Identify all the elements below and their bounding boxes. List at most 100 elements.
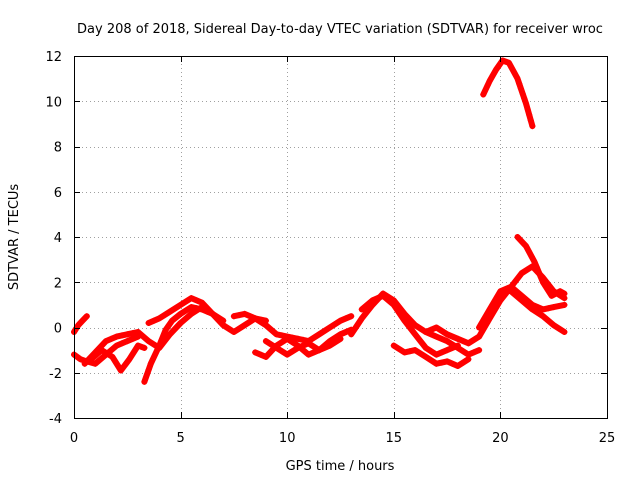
data-point-marker <box>177 301 184 308</box>
data-point-marker <box>511 70 518 77</box>
data-point-marker <box>433 324 440 331</box>
data-point-marker <box>444 338 451 345</box>
data-point-marker <box>174 323 180 330</box>
y-tick-label: 8 <box>54 141 62 156</box>
data-point-marker <box>310 343 317 350</box>
data-point-marker <box>326 338 333 345</box>
data-point-marker <box>438 359 445 366</box>
data-point-marker <box>540 313 546 320</box>
data-point-marker <box>236 325 243 332</box>
data-point-marker <box>140 333 147 340</box>
data-point-marker <box>252 349 259 356</box>
data-point-marker <box>160 332 167 338</box>
data-point-marker <box>408 326 415 333</box>
data-series <box>71 57 568 385</box>
data-point-marker <box>517 85 524 92</box>
data-point-marker <box>519 90 526 97</box>
series-line <box>145 295 269 335</box>
data-point-marker <box>300 347 307 354</box>
data-point-marker <box>95 345 102 352</box>
data-point-marker <box>401 317 408 324</box>
data-point-marker <box>77 356 84 363</box>
data-point-marker <box>438 327 445 334</box>
y-tick-label: 2 <box>54 276 62 291</box>
data-point-marker <box>550 304 557 311</box>
data-point-marker <box>351 326 358 332</box>
data-point-marker <box>337 317 344 324</box>
data-point-marker <box>385 297 392 304</box>
data-point-marker <box>518 297 525 304</box>
data-point-marker <box>540 279 546 286</box>
data-point-marker <box>405 322 411 329</box>
data-point-marker <box>444 358 451 365</box>
data-point-marker <box>209 310 216 317</box>
data-point-marker <box>141 378 148 385</box>
data-point-marker <box>556 325 562 332</box>
data-point-marker <box>355 320 362 327</box>
data-point-marker <box>152 351 158 358</box>
data-point-marker <box>165 322 172 329</box>
data-point-marker <box>460 348 467 355</box>
data-point-marker <box>516 80 523 87</box>
x-tick-label: 0 <box>70 431 78 446</box>
data-point-marker <box>112 358 119 365</box>
data-point-marker <box>484 82 491 89</box>
data-point-marker <box>492 297 499 304</box>
data-point-marker <box>486 306 493 313</box>
data-point-marker <box>428 348 435 355</box>
data-point-marker <box>422 329 429 335</box>
data-point-marker <box>364 301 371 308</box>
y-tick-label: 4 <box>54 231 62 246</box>
data-point-marker <box>493 66 500 73</box>
data-point-marker <box>149 356 156 363</box>
data-point-marker <box>433 360 440 367</box>
data-point-marker <box>518 238 525 245</box>
data-point-marker <box>529 306 536 313</box>
data-point-marker <box>108 347 115 354</box>
data-point-marker <box>556 303 562 309</box>
data-point-marker <box>169 317 176 324</box>
data-point-marker <box>394 307 401 314</box>
data-point-marker <box>122 361 129 368</box>
data-point-marker <box>548 292 555 299</box>
data-point-marker <box>470 349 477 356</box>
data-point-marker <box>104 350 110 357</box>
data-point-marker <box>481 315 488 322</box>
data-point-marker <box>173 314 180 321</box>
data-point-marker <box>79 317 86 324</box>
data-point-marker <box>444 331 451 338</box>
series-sat-b <box>71 313 90 335</box>
data-point-marker <box>545 288 552 295</box>
data-point-marker <box>252 315 259 322</box>
data-point-marker <box>273 342 280 349</box>
data-point-marker <box>188 310 195 317</box>
data-point-marker <box>117 367 124 374</box>
data-point-marker <box>542 283 549 290</box>
data-point-marker <box>262 322 269 329</box>
data-point-marker <box>85 356 92 363</box>
data-point-marker <box>524 301 530 308</box>
series-sat-q <box>480 57 536 130</box>
data-point-marker <box>476 333 483 340</box>
data-point-marker <box>135 342 141 349</box>
data-point-marker <box>433 351 440 358</box>
data-point-marker <box>484 310 491 317</box>
data-point-marker <box>527 117 534 124</box>
data-point-marker <box>332 321 339 328</box>
data-point-marker <box>524 266 530 273</box>
data-point-marker <box>380 292 387 299</box>
data-point-marker <box>514 75 521 82</box>
data-point-marker <box>454 335 461 342</box>
data-point-marker <box>177 310 184 317</box>
data-point-marker <box>141 344 148 351</box>
data-point-marker <box>278 348 285 355</box>
data-point-marker <box>524 106 531 113</box>
data-point-marker <box>501 292 507 299</box>
data-point-marker <box>348 331 355 338</box>
data-point-marker <box>489 301 496 308</box>
data-point-marker <box>428 326 435 333</box>
data-point-marker <box>422 344 429 351</box>
axis-ticks: 0 5 10 15 20 25 -4 -2 0 2 4 6 8 10 12 <box>45 50 615 446</box>
series-sat-i <box>252 326 355 360</box>
data-point-marker <box>268 341 275 348</box>
